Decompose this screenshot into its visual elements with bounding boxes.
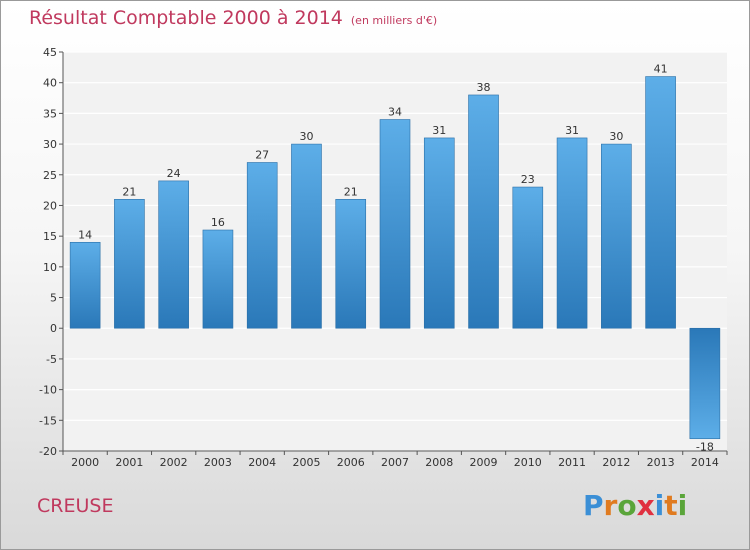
bar-2010 bbox=[512, 186, 544, 329]
logo-letter: r bbox=[603, 489, 618, 522]
y-tick-label: -5 bbox=[46, 353, 57, 366]
value-label-2003: 16 bbox=[211, 216, 225, 229]
title-text: Résultat Comptable 2000 à 2014 bbox=[29, 7, 343, 29]
value-label-2008: 31 bbox=[432, 124, 446, 137]
x-tick-label-2000: 2000 bbox=[71, 456, 99, 469]
bar-2012 bbox=[601, 143, 632, 329]
x-tick-label-2002: 2002 bbox=[160, 456, 188, 469]
value-label-2014: -18 bbox=[696, 441, 714, 454]
logo-letter: t bbox=[664, 489, 678, 522]
bar-2000 bbox=[69, 241, 101, 329]
bar-2007 bbox=[379, 119, 411, 329]
value-label-2006: 21 bbox=[344, 185, 358, 198]
bar-2014 bbox=[689, 327, 721, 440]
x-tick-label-2003: 2003 bbox=[204, 456, 232, 469]
x-tick-label-2006: 2006 bbox=[337, 456, 365, 469]
x-tick-label-2009: 2009 bbox=[470, 456, 498, 469]
bar-2006 bbox=[335, 199, 367, 329]
region-label: CREUSE bbox=[37, 495, 114, 517]
value-label-2002: 24 bbox=[167, 167, 181, 180]
y-tick-label: -10 bbox=[39, 384, 57, 397]
proxiti-logo[interactable]: Proxiti bbox=[583, 489, 687, 522]
y-tick-label: 10 bbox=[43, 261, 57, 274]
y-tick-label: 35 bbox=[43, 107, 57, 120]
bar-2004 bbox=[246, 162, 278, 329]
x-tick-label-2007: 2007 bbox=[381, 456, 409, 469]
bars-group: 14 21 24 16 27 30 21 34 31 38 23 31 30 41 -18 bbox=[69, 63, 721, 454]
y-tick-label: 25 bbox=[43, 169, 57, 182]
value-label-2005: 30 bbox=[299, 130, 313, 143]
chart-subtitle: (en milliers d'€) bbox=[350, 14, 438, 27]
logo-letter: i bbox=[677, 489, 688, 522]
y-tick-label: -15 bbox=[39, 414, 57, 427]
logo-letter: i bbox=[654, 489, 665, 522]
y-tick-label: -20 bbox=[39, 445, 57, 458]
value-label-2009: 38 bbox=[477, 81, 491, 94]
value-label-2000: 14 bbox=[78, 228, 92, 241]
value-label-2001: 21 bbox=[122, 185, 136, 198]
value-label-2013: 41 bbox=[654, 63, 668, 76]
logo-letter: x bbox=[636, 489, 655, 522]
value-label-2010: 23 bbox=[521, 173, 535, 186]
logo-letter: P bbox=[583, 489, 604, 522]
x-tick-label-2014: 2014 bbox=[691, 456, 719, 469]
y-tick-label: 5 bbox=[50, 292, 57, 305]
bar-2002 bbox=[158, 180, 189, 329]
y-tick-label: 15 bbox=[43, 230, 57, 243]
y-tick-label: 40 bbox=[43, 77, 57, 90]
x-tick-label-2011: 2011 bbox=[558, 456, 586, 469]
x-tick-label-2008: 2008 bbox=[425, 456, 453, 469]
x-tick-label-2012: 2012 bbox=[602, 456, 630, 469]
chart-title: Résultat Comptable 2000 à 2014 (en millie… bbox=[29, 7, 437, 29]
x-tick-label-2001: 2001 bbox=[115, 456, 143, 469]
value-label-2004: 27 bbox=[255, 148, 269, 161]
x-tick-label-2005: 2005 bbox=[292, 456, 320, 469]
bar-2011 bbox=[556, 137, 588, 329]
x-tick-label-2013: 2013 bbox=[647, 456, 675, 469]
bar-2013 bbox=[645, 76, 676, 329]
y-tick-label: 45 bbox=[43, 46, 57, 59]
bar-2003 bbox=[202, 229, 234, 329]
value-label-2011: 31 bbox=[565, 124, 579, 137]
y-tick-label: 20 bbox=[43, 199, 57, 212]
axes-group: -20 -15 -10 -5 0 5 10 15 20 25 30 35 40 45 2000 2001 200… bbox=[39, 46, 728, 469]
x-tick-label-2010: 2010 bbox=[514, 456, 542, 469]
bar-2005 bbox=[291, 143, 322, 329]
value-label-2007: 34 bbox=[388, 106, 402, 119]
x-tick-label-2004: 2004 bbox=[248, 456, 276, 469]
logo-letter: o bbox=[617, 489, 637, 522]
bar-2001 bbox=[114, 199, 145, 329]
bar-2009 bbox=[468, 94, 499, 329]
bar-2008 bbox=[423, 137, 455, 329]
y-tick-label: 0 bbox=[50, 322, 57, 335]
y-tick-label: 30 bbox=[43, 138, 57, 151]
value-label-2012: 30 bbox=[609, 130, 623, 143]
